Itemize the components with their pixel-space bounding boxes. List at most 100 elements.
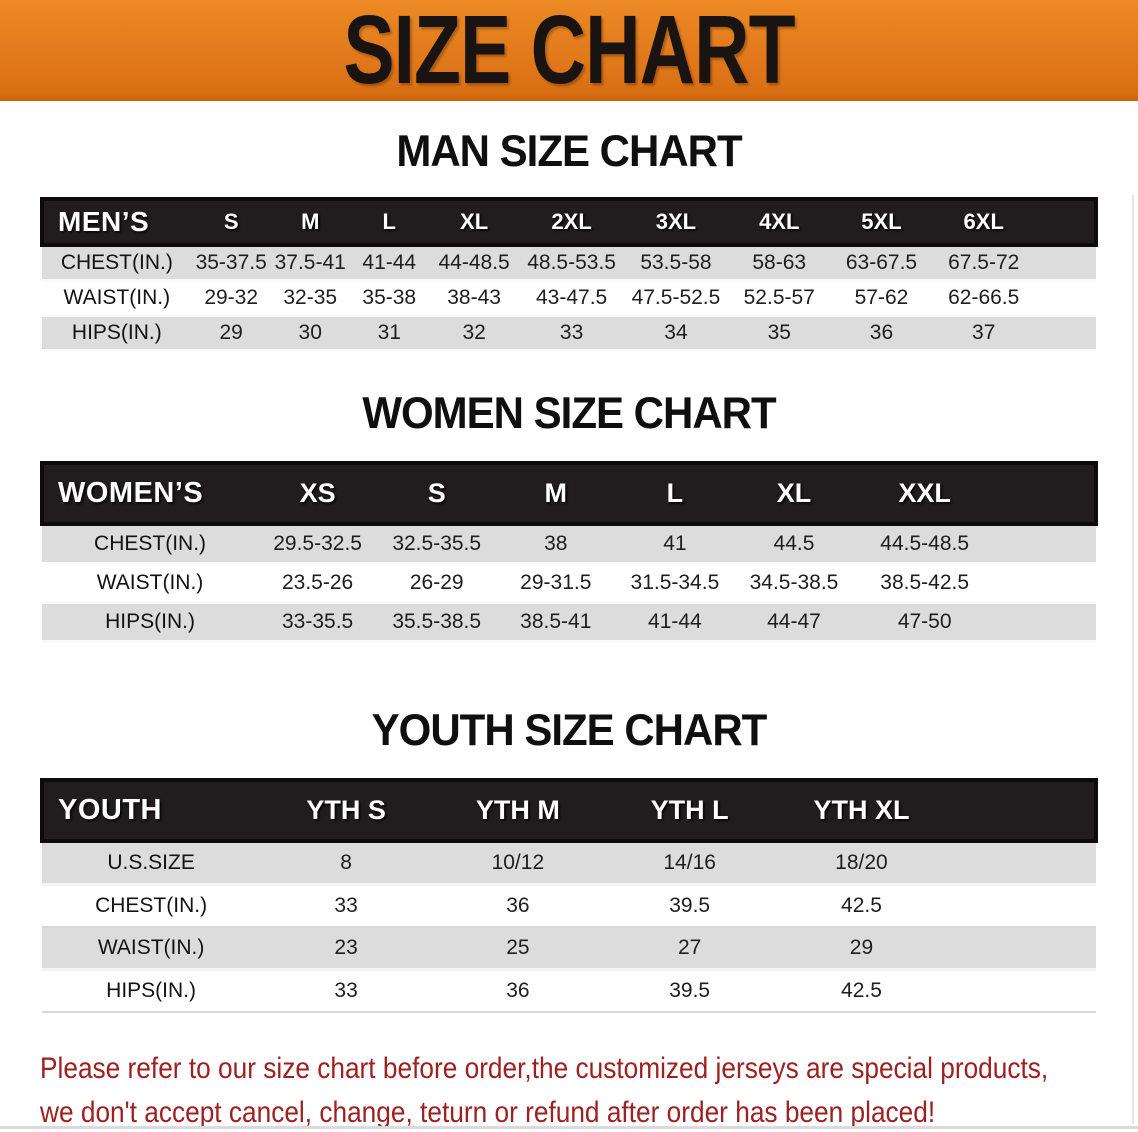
row-label: CHEST(IN.) (42, 884, 261, 928)
size-value: 39.5 (603, 969, 776, 1013)
size-value: 29 (191, 315, 271, 352)
measurement-row: HIPS(IN.) 33 36 39.5 42.5 (42, 969, 1096, 1013)
row-label: WAIST(IN.) (42, 563, 259, 604)
size-value: 29 (775, 927, 948, 971)
size-value: 8 (260, 841, 432, 886)
table-header-label: YOUTH (39, 778, 261, 843)
measurement-row: CHEST(IN.) 33 36 39.5 42.5 (42, 884, 1096, 928)
women-size-chart-heading: WOMEN SIZE CHART (362, 387, 776, 438)
measurement-row: WAIST(IN.) 29-32 32-35 35-38 38-43 43-47.5 47.… (42, 280, 1096, 317)
row-label: HIPS(IN.) (42, 315, 192, 352)
size-value: 41 (615, 524, 735, 565)
size-value: 10/12 (431, 841, 604, 886)
table-header-row: MEN’S S M L XL 2XL 3XL 4XL 5XL 6XL (40, 197, 1099, 247)
table-header-row: WOMEN’S XS S M L XL XXL (39, 461, 1099, 526)
size-value: 31.5-34.5 (615, 563, 735, 604)
row-spacer (995, 563, 1096, 604)
size-value: 47.5-52.5 (623, 280, 729, 317)
row-label: U.S.SIZE (42, 841, 261, 886)
row-spacer (1034, 245, 1096, 282)
size-column-header: M (496, 461, 616, 526)
size-column-header: XL (428, 197, 520, 247)
row-spacer (947, 927, 1096, 971)
size-value: 38 (496, 524, 616, 565)
size-column-header: 3XL (623, 197, 729, 247)
size-value: 14/16 (603, 841, 776, 886)
size-value: 39.5 (603, 884, 776, 928)
size-value: 37 (932, 315, 1035, 352)
measurement-row: HIPS(IN.) 33-35.5 35.5-38.5 38.5-41 41-44 44-… (42, 602, 1096, 643)
row-spacer (1034, 315, 1096, 352)
youth-size-chart-heading: YOUTH SIZE CHART (371, 704, 768, 755)
size-value: 23 (260, 927, 432, 971)
size-value: 33 (260, 969, 432, 1013)
size-value: 35-37.5 (191, 245, 271, 282)
row-spacer (995, 524, 1096, 565)
row-label: CHEST(IN.) (42, 245, 192, 282)
photo-bottom-edge (0, 1126, 1138, 1129)
size-value: 62-66.5 (932, 280, 1035, 317)
size-value: 32-35 (270, 280, 350, 317)
size-column-header: XL (734, 461, 854, 526)
size-value: 29-31.5 (496, 563, 616, 604)
table-header-label: WOMEN’S (39, 461, 259, 526)
size-value: 48.5-53.5 (519, 245, 624, 282)
size-value: 37.5-41 (270, 245, 350, 282)
size-column-header: XXL (853, 461, 996, 526)
size-column-header: 4XL (728, 197, 831, 247)
footer-note: Please refer to our size chart before or… (40, 1047, 1138, 1132)
size-column-header: 2XL (519, 197, 624, 247)
table-header-label: MEN’S (40, 197, 192, 247)
measurement-row: CHEST(IN.) 35-37.5 37.5-41 41-44 44-48.5 48.5… (42, 245, 1096, 282)
size-column-header: L (615, 461, 735, 526)
row-spacer (995, 602, 1096, 643)
header-spacer (995, 461, 1099, 526)
size-value: 42.5 (775, 884, 948, 928)
size-chart-banner: SIZE CHART (0, 0, 1138, 103)
row-label: HIPS(IN.) (42, 969, 261, 1013)
size-value: 36 (830, 315, 933, 352)
size-column-header: L (349, 197, 429, 247)
measurement-row: WAIST(IN.) 23.5-26 26-29 29-31.5 31.5-34.5 34… (42, 563, 1096, 604)
size-value: 63-67.5 (830, 245, 933, 282)
size-value: 44.5 (734, 524, 854, 565)
size-value: 33 (260, 884, 432, 928)
size-value: 29.5-32.5 (258, 524, 378, 565)
size-column-header: YTH XL (775, 778, 948, 843)
size-value: 33 (519, 315, 624, 352)
photo-right-edge (1132, 195, 1134, 1124)
size-value: 30 (270, 315, 350, 352)
size-value: 67.5-72 (932, 245, 1035, 282)
size-value: 26-29 (377, 563, 497, 604)
size-value: 18/20 (775, 841, 948, 886)
size-value: 41-44 (615, 602, 735, 643)
size-value: 52.5-57 (728, 280, 831, 317)
size-column-header: 5XL (830, 197, 933, 247)
size-column-header: YTH M (431, 778, 604, 843)
size-value: 43-47.5 (519, 280, 624, 317)
size-value: 58-63 (728, 245, 831, 282)
size-value: 34.5-38.5 (734, 563, 854, 604)
size-value: 57-62 (830, 280, 933, 317)
size-value: 41-44 (349, 245, 429, 282)
row-label: WAIST(IN.) (42, 280, 192, 317)
size-value: 25 (431, 927, 604, 971)
row-spacer (947, 884, 1096, 928)
row-label: WAIST(IN.) (42, 927, 261, 971)
size-value: 42.5 (775, 969, 948, 1013)
measurement-row: CHEST(IN.) 29.5-32.5 32.5-35.5 38 41 44.5 44.5… (42, 524, 1096, 565)
size-value: 38.5-42.5 (853, 563, 996, 604)
measurement-row: WAIST(IN.) 23 25 27 29 (42, 927, 1096, 971)
size-value: 38.5-41 (496, 602, 616, 643)
header-spacer (947, 778, 1098, 843)
size-value: 32.5-35.5 (377, 524, 497, 565)
row-spacer (1034, 280, 1096, 317)
table-header-row: YOUTH YTH S YTH M YTH L YTH XL (39, 778, 1098, 843)
header-spacer (1034, 197, 1099, 247)
women-size-table: WOMEN’S XS S M L XL XXL CHEST(IN.) 29.5-32.5 32.5… (39, 461, 1099, 643)
size-value: 36 (431, 884, 604, 928)
size-value: 36 (431, 969, 604, 1013)
size-column-header: S (377, 461, 497, 526)
size-value: 35 (728, 315, 831, 352)
size-column-header: YTH S (260, 778, 432, 843)
